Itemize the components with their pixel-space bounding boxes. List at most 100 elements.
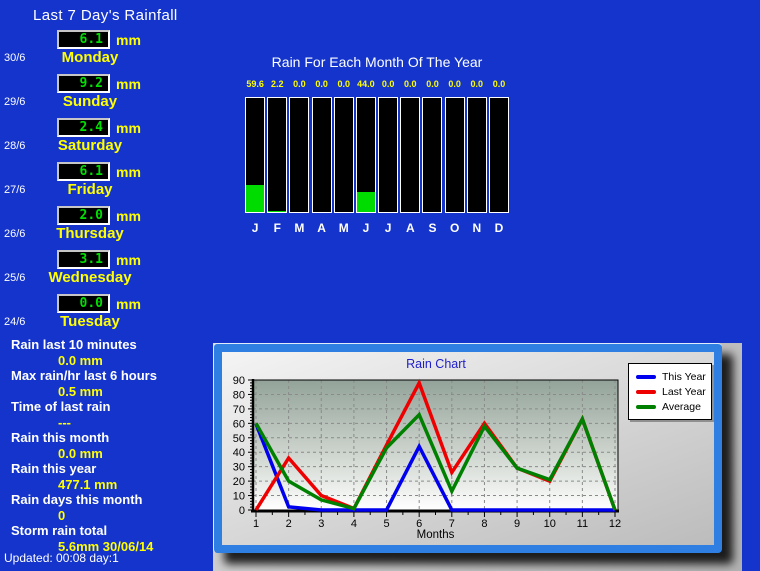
- legend-label: Last Year: [662, 385, 706, 398]
- stat-label: Time of last rain: [11, 399, 111, 414]
- day-date: 26/6: [4, 228, 26, 240]
- rain-stats-list: Rain last 10 minutes 0.0 mm Max rain/hr …: [0, 337, 218, 554]
- day-name: Thursday: [56, 225, 124, 242]
- month-letter: A: [405, 221, 415, 235]
- unit-label: mm: [116, 120, 141, 136]
- stat-row: Time of last rain ---: [0, 399, 218, 430]
- month-letter: A: [317, 221, 326, 235]
- unit-label: mm: [116, 164, 141, 180]
- line-this-year: [254, 423, 615, 512]
- day-date: 24/6: [4, 316, 26, 328]
- stat-row: Storm rain total 5.6mm 30/06/14: [0, 523, 218, 554]
- x-tick-label: 1: [253, 518, 259, 530]
- x-tick-label: 7: [449, 518, 455, 530]
- rain-value: 0.0: [79, 296, 103, 311]
- y-tick-label: 80: [233, 389, 245, 401]
- y-tick-label: 90: [233, 375, 245, 387]
- rain-chart-panel: Rain Chart 1 2 3 4 5 6 7 8 9 10 11 12 0 10 20 30 40 50 60 7…: [222, 352, 714, 545]
- bar-value-label: 0.0: [293, 79, 306, 89]
- day-row: 2.4 mm 28/6 Saturday: [0, 116, 218, 160]
- month-letter: D: [494, 221, 504, 235]
- month-letter: M: [338, 221, 349, 235]
- unit-label: mm: [116, 252, 141, 268]
- stat-value: 5.6mm 30/06/14: [58, 538, 154, 554]
- stat-row: Rain days this month 0: [0, 492, 218, 523]
- x-tick-label: 5: [383, 518, 389, 530]
- day-name: Friday: [67, 181, 113, 198]
- rain-value: 2.0: [79, 208, 103, 223]
- month-bar-fill: [246, 185, 265, 212]
- day-row: 9.2 mm 29/6 Sunday: [0, 72, 218, 116]
- rain-lcd-display: 2.0: [57, 206, 110, 225]
- stat-row: Max rain/hr last 6 hours 0.5 mm: [0, 368, 218, 399]
- bar-value-label: 0.0: [337, 79, 351, 89]
- day-date: 28/6: [4, 140, 26, 152]
- month-bar: [311, 97, 332, 213]
- status-updated-text: Updated: 00:08 day:1: [4, 551, 119, 565]
- day-row: 0.0 mm 24/6 Tuesday: [0, 292, 218, 336]
- month-bar: [466, 97, 487, 213]
- bar-value-label: 0.0: [404, 79, 417, 89]
- rain-value: 2.4: [79, 120, 103, 135]
- stat-value: 477.1 mm: [58, 476, 118, 492]
- rain-lcd-display: 2.4: [57, 118, 110, 137]
- bar-chart-title: Rain For Each Month Of The Year: [271, 54, 483, 70]
- month-letter: J: [251, 221, 259, 235]
- unit-label: mm: [116, 296, 141, 312]
- unit-label: mm: [116, 208, 141, 224]
- unit-label: mm: [116, 32, 141, 48]
- day-name: Wednesday: [48, 269, 132, 286]
- month-letter: N: [472, 221, 482, 235]
- day-date: 29/6: [4, 96, 26, 108]
- legend-swatch-average: [636, 404, 656, 409]
- month-bar: [488, 97, 509, 213]
- x-tick-label: 11: [577, 518, 588, 530]
- x-tick-label: 9: [514, 518, 520, 530]
- rain-chart-frame: Rain Chart 1 2 3 4 5 6 7 8 9 10 11 12 0 10 20 30 40 50 60 7…: [213, 343, 722, 553]
- rain-value: 3.1: [79, 252, 103, 267]
- stat-label: Rain days this month: [11, 492, 143, 507]
- day-name: Sunday: [62, 93, 118, 110]
- rain-value: 6.1: [79, 164, 103, 179]
- stat-value: ---: [58, 414, 71, 430]
- legend-swatch-last-year: [636, 389, 656, 394]
- legend-swatch-this-year: [636, 374, 656, 379]
- x-tick-label: 3: [318, 518, 324, 530]
- stat-value: 0.0 mm: [58, 352, 103, 368]
- day-name: Tuesday: [60, 313, 120, 330]
- stat-label: Rain last 10 minutes: [11, 337, 137, 352]
- rain-lcd-display: 0.0: [57, 294, 110, 313]
- y-tick-label: 60: [233, 418, 245, 430]
- stat-label: Max rain/hr last 6 hours: [11, 368, 157, 383]
- day-name: Monday: [61, 49, 119, 66]
- month-letter: F: [273, 221, 281, 235]
- month-bar: [289, 97, 310, 213]
- month-bar-fill: [268, 211, 287, 212]
- bar-value-label: 0.0: [470, 79, 484, 89]
- stat-label: Storm rain total: [11, 523, 108, 538]
- unit-label: mm: [116, 76, 141, 92]
- month-bar: [422, 97, 443, 213]
- bar-value-label: 2.2: [271, 79, 284, 89]
- month-letter: O: [449, 221, 460, 235]
- month-letter: J: [362, 221, 370, 235]
- month-letter: J: [384, 221, 392, 235]
- x-tick-label: 8: [481, 518, 487, 530]
- y-tick-label: 40: [233, 447, 245, 459]
- monthly-rain-bar-chart: Rain For Each Month Of The Year 59.6 2.2 0…: [244, 54, 510, 235]
- bar-chart-bars: [244, 97, 510, 213]
- stat-label: Rain this year: [11, 461, 97, 476]
- bar-value-label: 44.0: [357, 79, 375, 89]
- month-bar: [400, 97, 421, 213]
- page-title: Last 7 Day's Rainfall: [33, 7, 178, 24]
- stat-row: Rain last 10 minutes 0.0 mm: [0, 337, 218, 368]
- bar-chart-value-labels: 59.6 2.2 0.0 0.0 0.0 44.0 0.0 0.0 0.0 0.0 0.0 0.0: [244, 79, 510, 91]
- x-tick-label: 2: [286, 518, 292, 530]
- rain-value: 6.1: [79, 32, 103, 47]
- x-tick-label: 12: [609, 518, 621, 530]
- bar-value-label: 0.0: [492, 79, 506, 89]
- bar-value-label: 0.0: [315, 79, 328, 89]
- rain-lcd-display: 6.1: [57, 162, 110, 181]
